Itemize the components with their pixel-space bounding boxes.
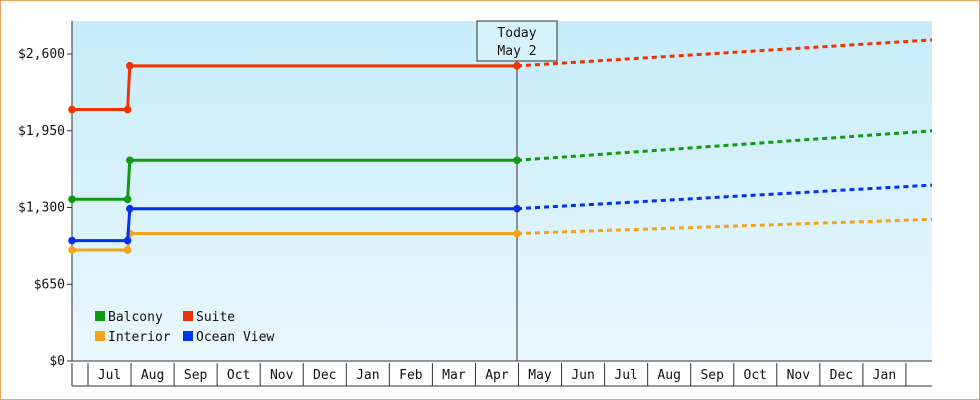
today-date: May 2: [497, 44, 536, 59]
series-point-interior: [123, 246, 132, 254]
series-line-suite: [72, 64, 517, 111]
month-label: Mar: [442, 368, 466, 383]
month-label: May: [528, 368, 552, 383]
month-label: Jul: [98, 368, 121, 383]
month-label: Aug: [657, 368, 680, 383]
series-point-ocean-view: [126, 204, 134, 213]
month-label: Feb: [399, 368, 423, 383]
legend-label-balcony: Balcony: [108, 310, 163, 325]
plot-background: [72, 21, 932, 361]
month-label: Jan: [356, 368, 379, 383]
today-label: Today: [497, 26, 536, 41]
series-point-balcony: [68, 195, 76, 204]
series-point-ocean-view: [513, 204, 521, 213]
series-forecast-suite: [516, 38, 933, 68]
series-line-balcony: [72, 158, 517, 201]
month-label: Sep: [184, 368, 208, 383]
legend-swatch-interior: [95, 331, 105, 341]
y-tick-label: $1,950: [18, 124, 65, 139]
y-tick-label: $650: [34, 277, 65, 292]
series-point-balcony: [123, 195, 132, 204]
series-point-balcony: [513, 156, 521, 165]
legend-label-interior: Interior: [108, 330, 171, 345]
month-label: Jun: [571, 368, 594, 383]
month-label: Jan: [873, 368, 896, 383]
month-label: Oct: [744, 368, 767, 383]
y-tick-label: $1,300: [18, 201, 65, 216]
series-point-suite: [68, 105, 76, 114]
y-tick-label: $2,600: [18, 47, 65, 62]
series-point-ocean-view: [68, 236, 76, 245]
y-tick-label: $0: [49, 354, 65, 369]
month-label: Aug: [141, 368, 164, 383]
month-label: Apr: [485, 368, 509, 383]
series-forecast-interior: [516, 217, 933, 235]
month-label: Nov: [787, 368, 811, 383]
legend-label-suite: Suite: [196, 310, 235, 325]
legend-label-ocean-view: Ocean View: [196, 330, 274, 345]
month-label: Nov: [270, 368, 294, 383]
month-label: Dec: [830, 368, 853, 383]
month-label: Jul: [614, 368, 637, 383]
series-forecast-balcony: [516, 129, 933, 162]
series-point-balcony: [126, 156, 134, 165]
series-point-ocean-view: [123, 236, 132, 245]
series-line-ocean-view: [72, 207, 517, 243]
series-point-suite: [126, 62, 134, 70]
legend-swatch-suite: [183, 311, 193, 321]
series-point-interior: [68, 246, 76, 254]
series-forecast-ocean-view: [516, 183, 933, 211]
legend-swatch-ocean-view: [183, 331, 193, 341]
month-label: Dec: [313, 368, 336, 383]
series-point-suite: [123, 105, 132, 114]
today-box: [476, 20, 558, 62]
month-label: Oct: [227, 368, 250, 383]
legend-swatch-balcony: [95, 311, 105, 321]
month-label: Sep: [700, 368, 724, 383]
